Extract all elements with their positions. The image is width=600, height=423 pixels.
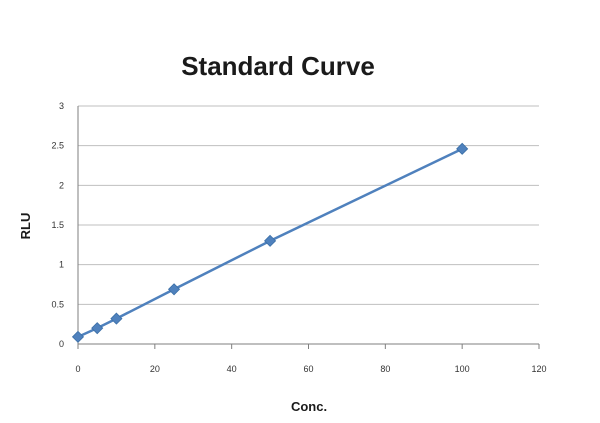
x-axis-label: Conc. [291,399,327,414]
data-point-marker [456,142,469,155]
y-tick-label: 2 [59,180,64,190]
y-tick-label: 0.5 [51,299,64,309]
data-point-marker [71,330,85,343]
gridlines [78,105,539,305]
y-tick-label: 0 [59,339,64,349]
data-point-marker [167,283,181,296]
x-tick-label: 60 [303,364,313,374]
x-tick-label: 40 [227,364,237,374]
y-tick-label: 1.5 [51,220,64,230]
data-series [71,142,469,343]
x-tick-label: 80 [380,364,390,374]
data-point-marker [264,234,277,247]
x-tick-label: 0 [75,364,80,374]
axes [77,106,540,349]
y-tick-label: 1 [59,260,64,270]
x-tick-label: 120 [531,364,546,374]
data-point-marker [110,312,123,325]
y-tick-label: 2.5 [51,141,64,151]
data-point-marker [91,322,104,335]
y-tick-label: 3 [59,101,64,111]
y-axis-label: RLU [18,213,33,240]
tick-labels: 0 0.5 1 1.5 2 2.5 3 0 20 40 60 80 100 120 [51,101,546,374]
x-tick-label: 20 [150,364,160,374]
x-tick-label: 100 [455,364,470,374]
chart-title: Standard Curve [181,51,375,81]
